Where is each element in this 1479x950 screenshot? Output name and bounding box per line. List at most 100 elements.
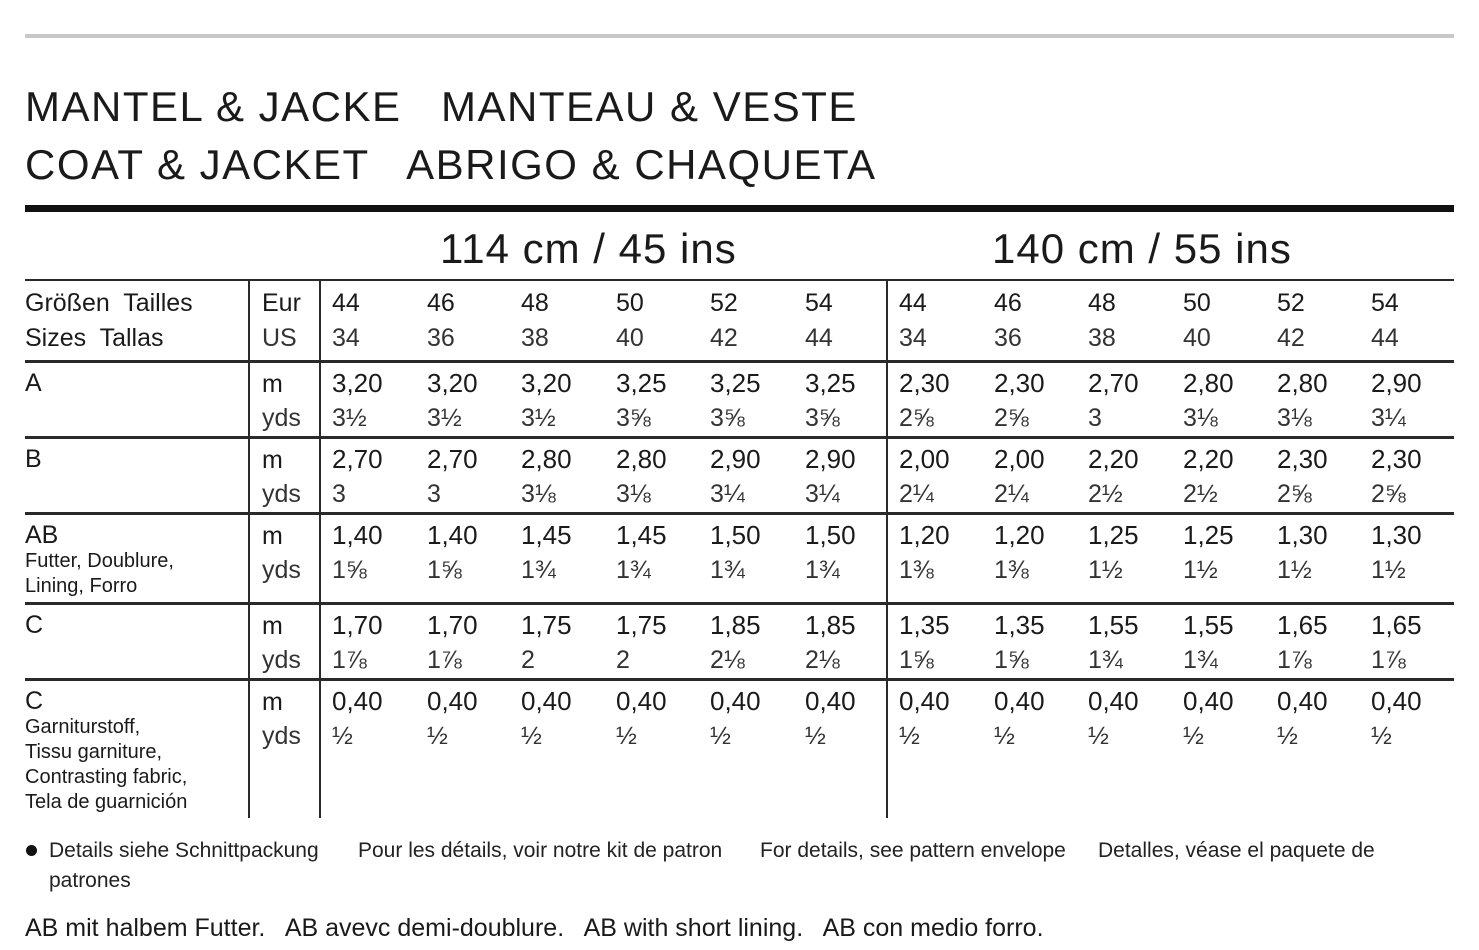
value-m: 3,25	[805, 368, 856, 398]
unit-yds: yds	[262, 480, 301, 508]
value-yds: 3⅝	[710, 404, 745, 432]
unit-m: m	[262, 688, 283, 716]
value-yds: 2¼	[994, 480, 1029, 508]
value-yds: 2½	[1088, 480, 1123, 508]
value-yds: 2⅝	[1371, 480, 1406, 508]
value-m: 1,20	[899, 520, 950, 550]
title-rule	[25, 205, 1454, 212]
size-label-1: Größen Tailles	[25, 289, 193, 317]
value-m: 3,20	[427, 368, 478, 398]
size-label-2: Sizes Tallas	[25, 324, 164, 352]
value-yds: 3	[427, 480, 441, 508]
value-yds: 1⅜	[994, 556, 1029, 584]
title-line-2: COAT & JACKET ABRIGO & CHAQUETA	[25, 141, 877, 188]
size-eur: 44	[332, 289, 360, 317]
value-m: 1,50	[805, 520, 856, 550]
size-eur: 50	[616, 289, 644, 317]
value-yds: 3	[332, 480, 346, 508]
note-de: Details siehe Schnittpackung	[49, 839, 319, 862]
size-us: 42	[710, 324, 738, 352]
value-m: 2,30	[1277, 444, 1328, 474]
value-m: 2,00	[994, 444, 1045, 474]
value-yds: ½	[994, 722, 1015, 750]
width-140-header: 140 cm / 55 ins	[992, 225, 1292, 272]
value-yds: 3	[1088, 404, 1102, 432]
value-m: 2,80	[521, 444, 572, 474]
row-label: B	[25, 445, 42, 473]
size-us: 38	[1088, 324, 1116, 352]
size-eur: 52	[710, 289, 738, 317]
value-m: 0,40	[805, 686, 856, 716]
row-sublabel: Garniturstoff, Tissu garniture, Contrast…	[25, 716, 188, 813]
row-sublabel: Futter, Doublure, Lining, Forro	[25, 550, 174, 597]
value-yds: 3¼	[710, 480, 745, 508]
size-eur: 52	[1277, 289, 1305, 317]
size-eur: 46	[994, 289, 1022, 317]
value-yds: 1¾	[710, 556, 745, 584]
bullet-icon	[26, 845, 37, 856]
value-m: 2,70	[332, 444, 383, 474]
value-yds: 3⅛	[1183, 404, 1218, 432]
value-m: 0,40	[994, 686, 1045, 716]
value-yds: 3⅛	[521, 480, 556, 508]
unit-m: m	[262, 446, 283, 474]
note-en: For details, see pattern envelope	[760, 839, 1066, 862]
value-m: 0,40	[616, 686, 667, 716]
value-yds: 3¼	[805, 480, 840, 508]
value-m: 3,25	[710, 368, 761, 398]
value-yds: ½	[1088, 722, 1109, 750]
value-m: 2,20	[1183, 444, 1234, 474]
value-yds: 1⅝	[427, 556, 462, 584]
value-m: 1,75	[521, 610, 572, 640]
value-yds: 1¾	[616, 556, 651, 584]
value-m: 1,75	[616, 610, 667, 640]
unit-yds: yds	[262, 646, 301, 674]
value-yds: 3⅝	[805, 404, 840, 432]
value-m: 1,45	[521, 520, 572, 550]
value-yds: 1¾	[805, 556, 840, 584]
footer-note: AB mit halbem Futter. AB avevc demi-doub…	[25, 914, 1044, 942]
value-m: 0,40	[427, 686, 478, 716]
value-yds: 2	[616, 646, 630, 674]
value-yds: 1⅝	[899, 646, 934, 674]
size-eur: 48	[1088, 289, 1116, 317]
size-eur: 44	[899, 289, 927, 317]
size-us: 34	[332, 324, 360, 352]
value-m: 1,55	[1088, 610, 1139, 640]
value-yds: 2⅛	[710, 646, 745, 674]
size-us: 40	[1183, 324, 1211, 352]
value-m: 2,70	[1088, 368, 1139, 398]
value-yds: ½	[710, 722, 731, 750]
width-114-header: 114 cm / 45 ins	[440, 225, 737, 272]
value-m: 0,40	[1088, 686, 1139, 716]
value-yds: 2¼	[899, 480, 934, 508]
value-m: 0,40	[332, 686, 383, 716]
value-yds: ½	[899, 722, 920, 750]
size-us: 42	[1277, 324, 1305, 352]
value-yds: ½	[521, 722, 542, 750]
value-yds: 3⅝	[616, 404, 651, 432]
divider-label	[248, 280, 250, 818]
value-yds: 3½	[521, 404, 556, 432]
value-yds: 1½	[1183, 556, 1218, 584]
value-m: 0,40	[1183, 686, 1234, 716]
value-m: 0,40	[521, 686, 572, 716]
divider-unit	[319, 280, 321, 818]
row-label: AB	[25, 521, 59, 549]
value-yds: ½	[332, 722, 353, 750]
row-rule	[25, 360, 1454, 363]
value-m: 1,30	[1277, 520, 1328, 550]
value-yds: 1⅞	[1371, 646, 1406, 674]
value-yds: 1½	[1371, 556, 1406, 584]
value-m: 1,25	[1088, 520, 1139, 550]
value-m: 2,80	[1183, 368, 1234, 398]
value-yds: 1¾	[521, 556, 556, 584]
value-m: 1,25	[1183, 520, 1234, 550]
value-yds: 3⅛	[1277, 404, 1312, 432]
value-m: 0,40	[1371, 686, 1422, 716]
value-m: 0,40	[899, 686, 950, 716]
value-yds: ½	[427, 722, 448, 750]
value-yds: 2⅝	[994, 404, 1029, 432]
value-m: 1,40	[332, 520, 383, 550]
us-label: US	[262, 324, 297, 352]
